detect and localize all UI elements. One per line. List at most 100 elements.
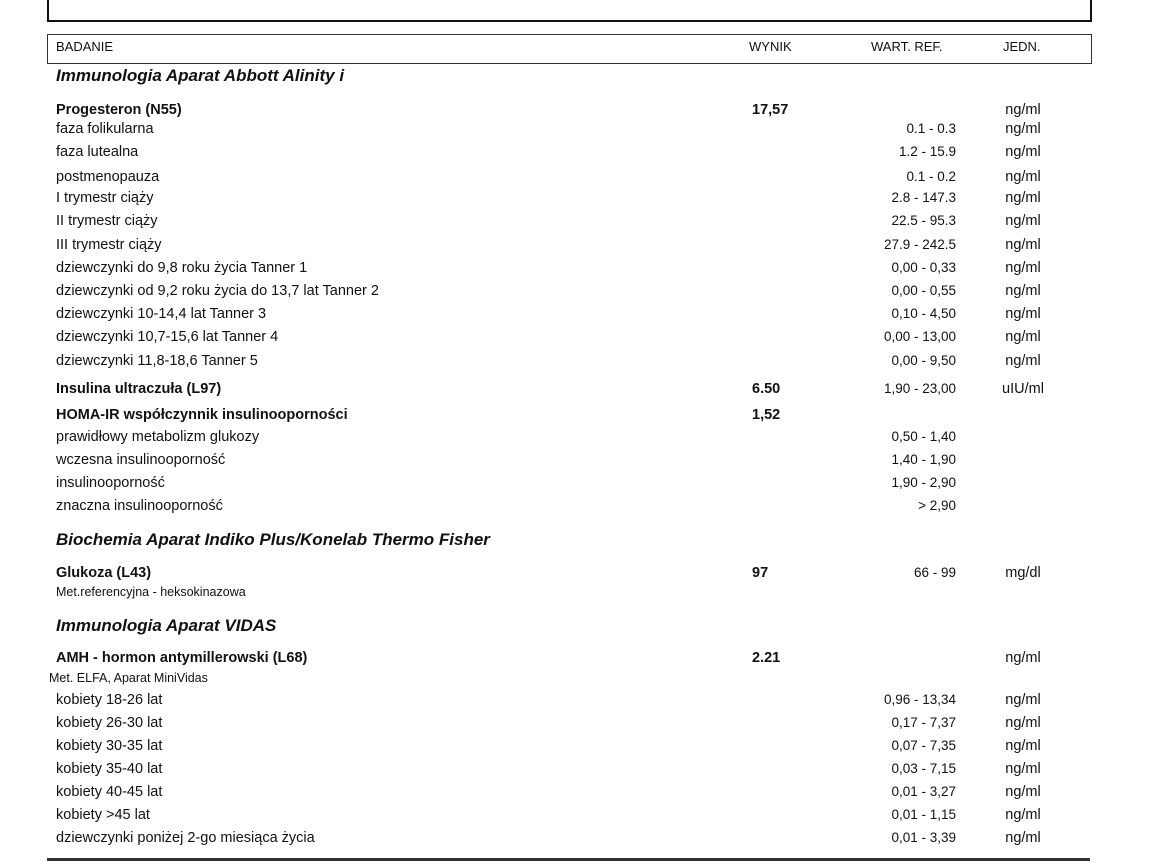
row-unit: mg/dl [1005,565,1041,581]
header-jedn: JEDN. [1003,39,1041,54]
row-reference: 0.1 - 0.2 [906,169,956,184]
table-row: AMH - hormon antymillerowski (L68) 2.21 ng… [0,650,1159,670]
row-reference: 27.9 - 242.5 [883,237,956,252]
table-row: Insulina ultraczuła (L97) 6.50 1,90 - 23,0… [0,381,1159,401]
table-row: kobiety >45 lat 0,01 - 1,15 ng/ml [0,807,1159,827]
header-badanie: BADANIE [56,39,114,54]
table-row: HOMA-IR współczynnik insulinooporności 1,… [0,407,1159,427]
row-reference: 1,40 - 1,90 [891,452,956,467]
section-heading: Immunologia Aparat VIDAS [0,616,1159,636]
row-unit: ng/ml [1005,830,1041,846]
row-unit: ng/ml [1005,121,1041,137]
table-row: Glukoza (L43) 97 66 - 99 mg/dl [0,565,1159,585]
row-name: kobiety >45 lat [56,807,150,823]
row-name: znaczna insulinooporność [56,498,223,514]
row-name: dziewczynki 11,8-18,6 Tanner 5 [56,353,258,369]
row-reference: > 2,90 [918,498,956,513]
row-unit: ng/ml [1005,102,1041,118]
row-reference: 0,03 - 7,15 [891,761,956,776]
row-name: III trymestr ciąży [56,237,162,253]
row-reference: 0,01 - 1,15 [891,807,956,822]
row-name: kobiety 30-35 lat [56,738,163,754]
row-unit: ng/ml [1005,807,1041,823]
row-name: dziewczynki 10-14,4 lat Tanner 3 [56,306,267,322]
row-reference: 2.8 - 147.3 [891,190,956,205]
table-row: kobiety 35-40 lat 0,03 - 7,15 ng/ml [0,761,1159,781]
row-name: faza lutealna [56,144,139,160]
table-row: III trymestr ciąży 27.9 - 242.5 ng/ml [0,237,1159,257]
row-name: prawidłowy metabolizm glukozy [56,429,260,445]
table-row: znaczna insulinooporność > 2,90 [0,498,1159,518]
table-row: II trymestr ciąży 22.5 - 95.3 ng/ml [0,213,1159,233]
row-name: Immunologia Aparat VIDAS [56,616,277,635]
table-row: postmenopauza 0.1 - 0.2 ng/ml [0,169,1159,189]
row-unit: ng/ml [1005,353,1041,369]
row-name: postmenopauza [56,169,160,185]
table-row: kobiety 26-30 lat 0,17 - 7,37 ng/ml [0,715,1159,735]
table-row: dziewczynki 10,7-15,6 lat Tanner 4 0,00 -… [0,329,1159,349]
top-frame [47,0,1092,22]
row-reference: 0,50 - 1,40 [891,429,956,444]
section-heading: Biochemia Aparat Indiko Plus/Konelab The… [0,530,1159,550]
header-wart-ref: WART. REF. [871,39,943,54]
table-row: kobiety 40-45 lat 0,01 - 3,27 ng/ml [0,784,1159,804]
row-result: 97 [752,565,769,581]
row-result: 6.50 [752,381,781,397]
section-heading: Immunologia Aparat Abbott Alinity i [0,66,1159,86]
row-result: 1,52 [752,407,781,423]
row-reference: 0,00 - 13,00 [883,329,956,344]
row-unit: ng/ml [1005,144,1041,160]
row-unit: ng/ml [1005,329,1041,345]
row-name: Met.referencyjna - heksokinazowa [56,585,246,599]
row-name: wczesna insulinooporność [56,452,226,468]
row-reference: 0,01 - 3,39 [891,830,956,845]
row-reference: 0,00 - 0,33 [891,260,956,275]
row-name: kobiety 18-26 lat [56,692,163,708]
row-name: Glukoza (L43) [56,565,152,581]
row-unit: ng/ml [1005,306,1041,322]
row-name: Insulina ultraczuła (L97) [56,381,222,397]
row-reference: 22.5 - 95.3 [891,213,956,228]
row-unit: ng/ml [1005,213,1041,229]
row-result: 17,57 [752,102,789,118]
row-unit: ng/ml [1005,784,1041,800]
row-unit: ng/ml [1005,237,1041,253]
table-header: BADANIE WYNIK WART. REF. JEDN. [47,34,1092,64]
row-name: Immunologia Aparat Abbott Alinity i [56,66,345,85]
row-reference: 0.1 - 0.3 [906,121,956,136]
row-name: insulinooporność [56,475,165,491]
row-name: Progesteron (N55) [56,102,182,118]
header-wynik: WYNIK [749,39,792,54]
table-row: faza folikularna 0.1 - 0.3 ng/ml [0,121,1159,141]
row-reference: 1,90 - 23,00 [883,381,956,396]
row-name: kobiety 40-45 lat [56,784,163,800]
table-row: Progesteron (N55) 17,57 ng/ml [0,102,1159,122]
row-name: dziewczynki do 9,8 roku życia Tanner 1 [56,260,308,276]
row-name: kobiety 35-40 lat [56,761,163,777]
row-reference: 1.2 - 15.9 [898,144,956,159]
row-reference: 0,00 - 0,55 [891,283,956,298]
table-row: I trymestr ciąży 2.8 - 147.3 ng/ml [0,190,1159,210]
row-result: 2.21 [752,650,781,666]
row-name: dziewczynki od 9,2 roku życia do 13,7 la… [56,283,379,299]
table-row: insulinooporność 1,90 - 2,90 [0,475,1159,495]
row-unit: ng/ml [1005,715,1041,731]
row-unit: ng/ml [1005,283,1041,299]
method-note: Met. ELFA, Aparat MiniVidas [0,671,1159,691]
table-row: wczesna insulinooporność 1,40 - 1,90 [0,452,1159,472]
table-row: prawidłowy metabolizm glukozy 0,50 - 1,40 [0,429,1159,449]
row-reference: 0,96 - 13,34 [883,692,956,707]
table-row: dziewczynki poniżej 2-go miesiąca życia 0… [0,830,1159,850]
row-name: AMH - hormon antymillerowski (L68) [56,650,308,666]
row-unit: ng/ml [1005,761,1041,777]
row-unit: uIU/ml [1002,381,1044,397]
row-reference: 0,00 - 9,50 [891,353,956,368]
table-row: kobiety 30-35 lat 0,07 - 7,35 ng/ml [0,738,1159,758]
row-name: I trymestr ciąży [56,190,154,206]
row-reference: 0,01 - 3,27 [891,784,956,799]
table-row: kobiety 18-26 lat 0,96 - 13,34 ng/ml [0,692,1159,712]
table-row: dziewczynki od 9,2 roku życia do 13,7 la… [0,283,1159,303]
table-row: dziewczynki 11,8-18,6 Tanner 5 0,00 - 9,5… [0,353,1159,373]
row-name: dziewczynki 10,7-15,6 lat Tanner 4 [56,329,279,345]
row-name: kobiety 26-30 lat [56,715,163,731]
